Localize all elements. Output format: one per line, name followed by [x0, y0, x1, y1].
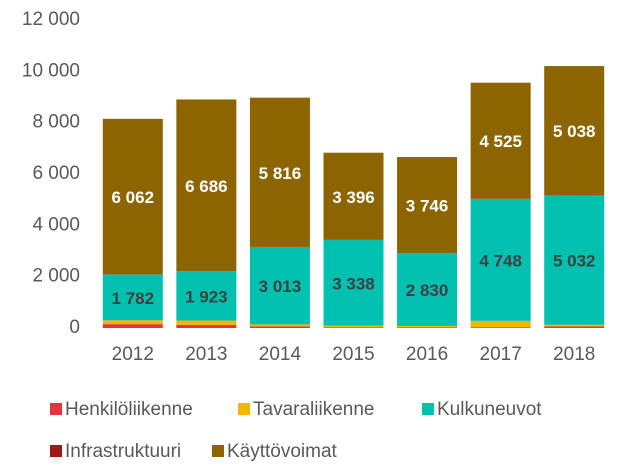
bar-segment [544, 324, 605, 327]
bar-segment [470, 320, 531, 328]
legend-swatch [50, 403, 62, 415]
x-tick-label: 2018 [553, 344, 595, 365]
data-label: 1 782 [112, 289, 155, 308]
legend-swatch [422, 403, 434, 415]
y-tick-label: 4 000 [32, 214, 80, 235]
data-label: 5 032 [553, 252, 596, 271]
y-tick-label: 8 000 [32, 112, 80, 133]
bar-segment [249, 324, 310, 327]
bar-segment [249, 97, 310, 247]
bar-segment [176, 99, 237, 272]
legend-label: Henkilöliikenne [65, 399, 193, 420]
data-label: 4 525 [479, 132, 522, 151]
x-tick-label: 2016 [406, 344, 448, 365]
bar-segment [397, 327, 458, 328]
x-tick-label: 2012 [112, 344, 154, 365]
data-label: 1 923 [185, 287, 228, 306]
bar-segment [176, 324, 237, 328]
legend-swatch [50, 445, 62, 457]
y-tick-label: 0 [69, 317, 80, 338]
legend-label: Käyttövoimat [227, 441, 338, 462]
bar-segment [249, 247, 310, 325]
y-tick-label: 12 000 [22, 9, 80, 30]
bar-segment [470, 327, 531, 328]
data-label: 4 748 [479, 251, 522, 270]
data-label: 5 038 [553, 122, 596, 141]
legend-label: Infrastruktuuri [65, 441, 181, 462]
bar-segment [102, 324, 163, 328]
x-tick-label: 2013 [185, 344, 227, 365]
legend-label: Tavaraliikenne [253, 399, 374, 420]
bar-segment [470, 198, 531, 321]
bar-segment [102, 118, 163, 275]
data-label: 6 686 [185, 177, 228, 196]
bar-segment [397, 157, 458, 254]
bar-segment [102, 320, 163, 325]
data-label: 6 062 [112, 188, 155, 207]
legend-swatch [238, 403, 250, 415]
bar-segment [323, 152, 384, 240]
bar-segment [249, 326, 310, 328]
bar-segment [397, 325, 458, 328]
data-label: 2 830 [406, 281, 449, 300]
data-label: 3 013 [259, 277, 302, 296]
data-label: 3 396 [332, 188, 375, 207]
x-tick-label: 2014 [259, 344, 302, 365]
y-tick-label: 10 000 [22, 60, 80, 81]
y-tick-label: 2 000 [32, 266, 80, 287]
data-label: 5 816 [259, 164, 302, 183]
bar-segment [102, 274, 163, 321]
bar-segment [176, 320, 237, 325]
bar-segment [176, 271, 237, 321]
bar-segment [544, 195, 605, 325]
bar-segment [323, 325, 384, 328]
data-label: 3 746 [406, 197, 449, 216]
legend-label: Kulkuneuvot [437, 399, 542, 420]
bar-segment [323, 240, 384, 326]
x-tick-label: 2015 [332, 344, 374, 365]
x-tick-label: 2017 [480, 344, 522, 365]
bar-segment [397, 253, 458, 326]
bar-segment [323, 327, 384, 328]
y-tick-label: 6 000 [32, 163, 80, 184]
bar-segment [544, 326, 605, 328]
legend-swatch [212, 445, 224, 457]
data-label: 3 338 [332, 274, 375, 293]
bar-segment [470, 82, 531, 199]
bar-segment [544, 66, 605, 196]
